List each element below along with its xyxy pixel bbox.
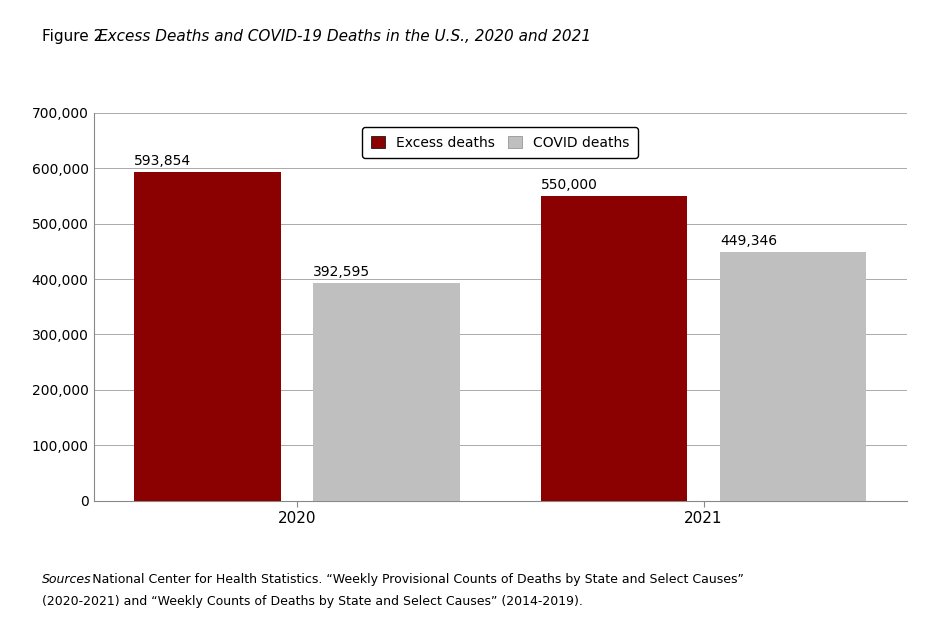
Text: Excess Deaths and COVID-19 Deaths in the U.S., 2020 and 2021: Excess Deaths and COVID-19 Deaths in the… (98, 29, 591, 44)
Bar (720, 252, 867, 501)
Text: 392,595: 392,595 (313, 265, 370, 279)
Text: Figure 2.: Figure 2. (42, 29, 113, 44)
Text: (2020-2021) and “Weekly Counts of Deaths by State and Select Causes” (2014-2019): (2020-2021) and “Weekly Counts of Deaths… (42, 595, 583, 608)
Bar (135, 172, 280, 501)
Bar (540, 196, 687, 501)
Bar (313, 283, 460, 501)
Text: 449,346: 449,346 (720, 233, 777, 248)
Legend: Excess deaths, COVID deaths: Excess deaths, COVID deaths (363, 127, 638, 158)
Text: Sources: Sources (42, 573, 92, 586)
Text: 550,000: 550,000 (540, 178, 597, 192)
Text: : National Center for Health Statistics. “Weekly Provisional Counts of Deaths by: : National Center for Health Statistics.… (84, 573, 744, 586)
Text: 593,854: 593,854 (135, 153, 192, 168)
